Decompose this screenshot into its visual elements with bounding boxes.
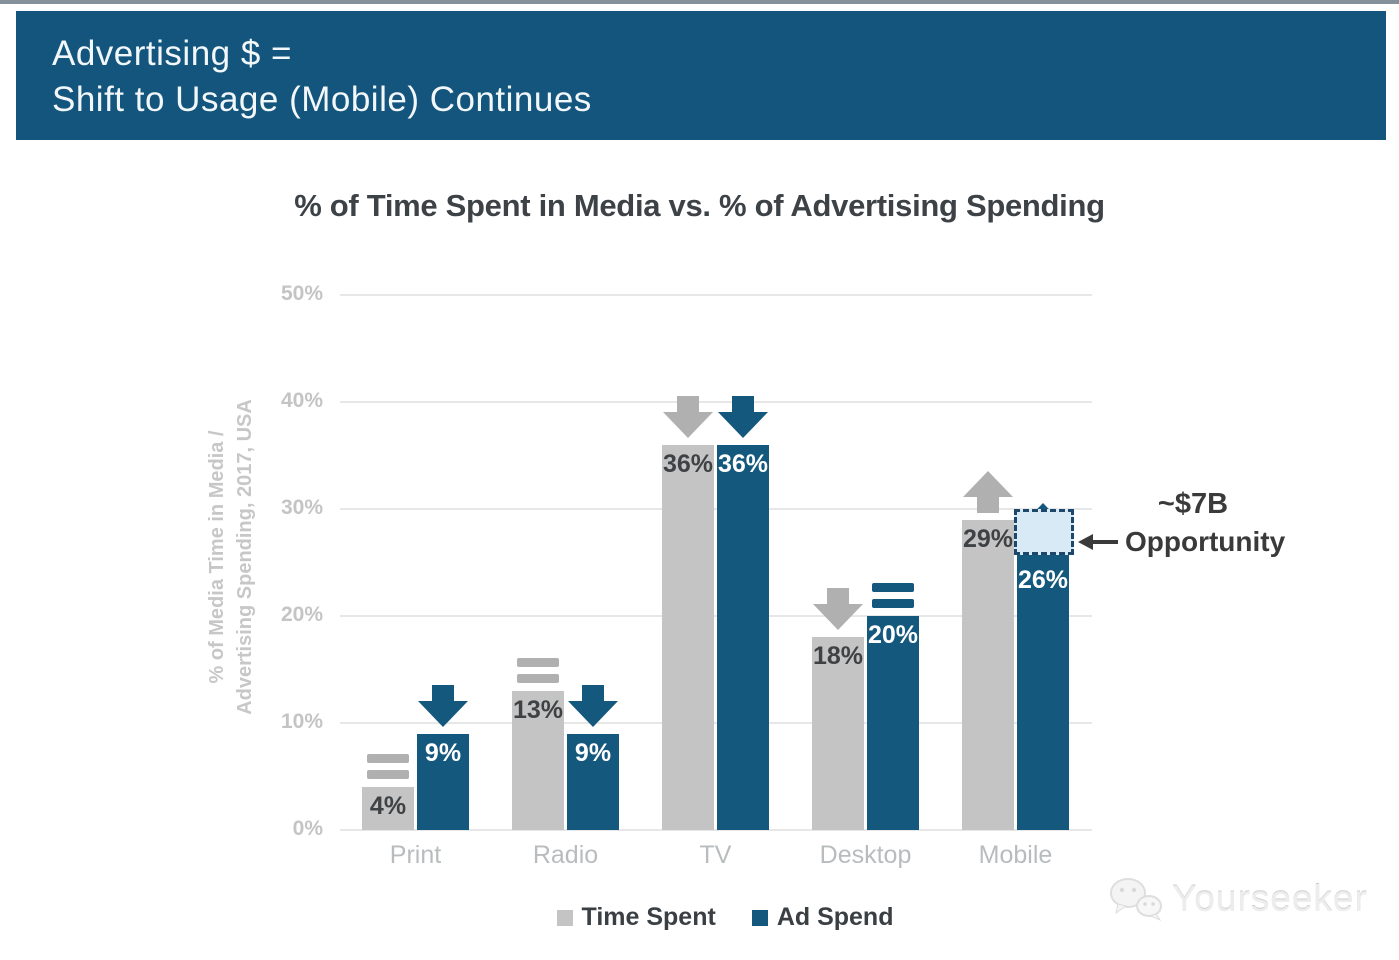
y-axis-title-line1: % of Media Time in Media / (206, 430, 228, 684)
opportunity-annotation: ~$7B Opportunity (1078, 488, 1285, 558)
gridline (340, 508, 1092, 510)
legend-swatch-ad-spend (751, 909, 768, 926)
header-title-line1: Advertising $ = (52, 34, 292, 73)
legend-item-time-spent: Time Spent (556, 903, 716, 932)
opportunity-label: Opportunity (1125, 526, 1286, 557)
equal-trend-icon-time-spent-print (367, 754, 409, 786)
down-arrow-icon-time-spent-desktop (813, 588, 863, 635)
legend-label-ad-spend: Ad Spend (776, 903, 894, 931)
up-arrow-icon-time-spent-mobile (963, 470, 1013, 518)
header-banner: Advertising $ = Shift to Usage (Mobile) … (16, 11, 1386, 140)
opportunity-value: ~$7B (1157, 488, 1229, 520)
bar-ad-spend-tv (717, 444, 769, 830)
top-edge-strip (0, 0, 1399, 4)
y-tick-label: 20% (280, 603, 323, 626)
legend-swatch-time-spent (556, 909, 573, 926)
watermark: Yourseeker (1108, 876, 1368, 922)
chart-title: % of Time Spent in Media vs. % of Advert… (294, 188, 1105, 223)
bar-ad-spend-desktop (867, 616, 919, 830)
bar-ad-spend-radio (567, 733, 619, 830)
legend-label-time-spent: Time Spent (581, 903, 716, 931)
opportunity-box (1014, 509, 1074, 555)
x-category-label: Print (389, 841, 442, 869)
gridline (340, 401, 1092, 403)
x-category-label: Desktop (819, 841, 912, 869)
bar-time-spent-tv (662, 444, 714, 830)
bar-value-label-ad-spend-desktop: 20% (867, 621, 919, 649)
gridline (340, 829, 1092, 831)
bar-value-label-time-spent-radio: 13% (512, 695, 564, 724)
legend-item-ad-spend: Ad Spend (751, 903, 894, 932)
bar-value-label-time-spent-mobile: 29% (962, 524, 1014, 553)
down-arrow-icon-time-spent-tv (663, 395, 713, 443)
bar-ad-spend-print (417, 733, 469, 830)
down-arrow-icon-ad-spend-radio (568, 684, 618, 732)
gridline (340, 294, 1092, 296)
down-arrow-icon-ad-spend-tv (718, 395, 768, 443)
watermark-text: Yourseeker (1172, 878, 1368, 919)
x-category-label: Radio (532, 841, 599, 869)
gridline (340, 722, 1092, 724)
legend: Time Spent Ad Spend (480, 903, 970, 932)
bar-value-label-ad-spend-radio: 9% (574, 738, 612, 767)
x-category-label: Mobile (978, 841, 1053, 869)
wechat-icon (1110, 878, 1162, 922)
bar-value-label-ad-spend-print: 9% (424, 738, 462, 767)
bar-value-label-time-spent-tv: 36% (662, 449, 714, 478)
bar-value-label-ad-spend-tv: 36% (717, 449, 769, 478)
bar-time-spent-radio (512, 690, 564, 830)
gridline (340, 615, 1092, 617)
header-title-line2: Shift to Usage (Mobile) Continues (52, 80, 592, 119)
y-tick-label: 0% (292, 817, 323, 840)
bar-time-spent-desktop (812, 637, 864, 830)
equal-trend-icon-ad-spend-desktop (872, 583, 914, 615)
bar-value-label-ad-spend-mobile: 26% (1017, 565, 1069, 594)
bar-time-spent-mobile (962, 519, 1014, 830)
y-tick-label: 40% (280, 389, 323, 412)
equal-trend-icon-time-spent-radio (517, 657, 559, 690)
x-category-label: TV (699, 841, 732, 869)
left-arrow-icon (1078, 534, 1118, 550)
down-arrow-icon-ad-spend-print (418, 684, 468, 732)
bar-value-label-time-spent-desktop: 18% (812, 642, 864, 671)
bar-ad-spend-mobile (1017, 551, 1069, 830)
y-tick-label: 10% (280, 710, 323, 733)
y-tick-label: 30% (280, 496, 323, 519)
bar-time-spent-print (362, 787, 414, 830)
y-tick-label: 50% (280, 282, 323, 305)
bar-value-label-time-spent-print: 4% (369, 792, 407, 821)
